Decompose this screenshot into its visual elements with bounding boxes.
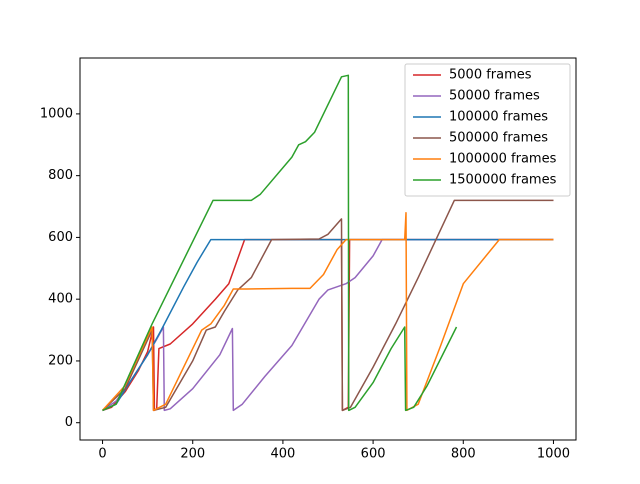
legend-box <box>404 63 571 197</box>
x-tick-label: 0 <box>98 447 106 462</box>
legend: 5000 frames 50000 frames 100000 frames 5000… <box>404 63 571 197</box>
x-tick-label: 600 <box>361 447 386 462</box>
legend-label: 500000 frames <box>449 131 548 146</box>
legend-label: 1000000 frames <box>449 152 557 167</box>
legend-label: 1500000 frames <box>449 173 557 188</box>
y-tick-label: 200 <box>48 353 73 368</box>
legend-label: 50000 frames <box>449 89 540 104</box>
x-tick-label: 1000 <box>537 447 570 462</box>
y-tick-label: 800 <box>48 168 73 183</box>
data-line <box>102 74 458 412</box>
legend-label: 5000 frames <box>449 68 532 83</box>
plot-frame <box>79 57 577 441</box>
y-tick-label: 600 <box>48 230 73 245</box>
x-tick-label: 800 <box>451 447 476 462</box>
x-tick-label: 200 <box>180 447 205 462</box>
y-tick-label: 400 <box>48 292 73 307</box>
legend-label: 100000 frames <box>449 110 548 125</box>
y-tick-label: 1000 <box>40 106 73 121</box>
data-line <box>102 238 554 412</box>
x-tick-label: 400 <box>270 447 295 462</box>
y-tick-label: 0 <box>65 415 73 430</box>
data-line <box>101 199 554 412</box>
